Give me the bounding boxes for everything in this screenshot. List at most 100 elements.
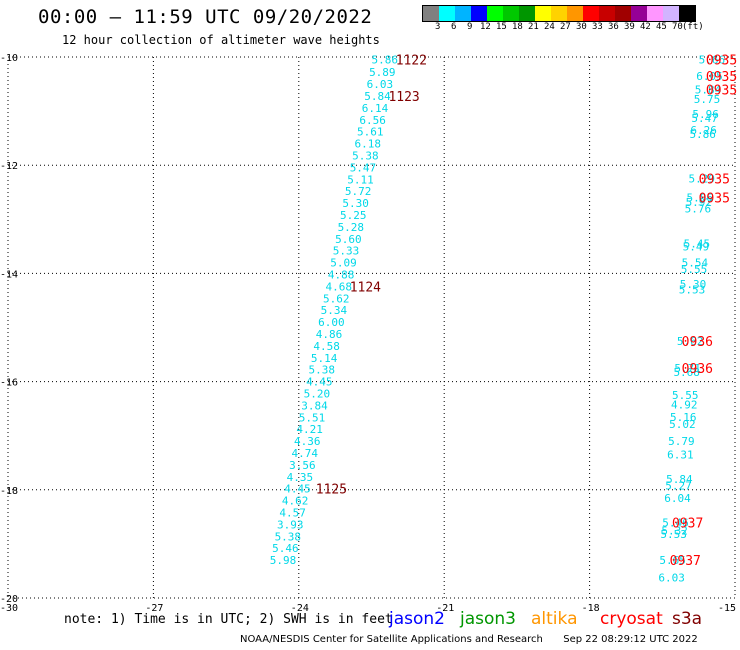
- wave-height-value: 4.45: [284, 483, 311, 496]
- wave-height-value: 6.03: [658, 571, 685, 584]
- wave-height-value: 5.29: [688, 173, 715, 186]
- wave-height-value: 6.04: [664, 492, 691, 505]
- units-note: note: 1) Time is in UTC; 2) SWH is in fe…: [64, 612, 393, 627]
- wave-height-value: 5.51: [299, 411, 326, 424]
- color-swatch: [423, 6, 439, 21]
- color-scale-label: 6: [451, 22, 457, 32]
- wave-height-value: 5.47: [691, 112, 718, 125]
- wave-height-value: 6.31: [667, 449, 694, 462]
- pass-time-label: 0935: [706, 83, 737, 98]
- wave-height-value: 5.11: [347, 173, 374, 186]
- chart-subtitle: 12 hour collection of altimeter wave hei…: [62, 33, 380, 47]
- color-scale-label: 39: [624, 22, 635, 32]
- wave-height-value: 5.55: [672, 389, 699, 402]
- wave-height-value: 5.89: [369, 66, 396, 79]
- color-swatch: [679, 6, 695, 21]
- wave-height-value: 4.35: [287, 471, 314, 484]
- color-swatch: [647, 6, 663, 21]
- wave-height-value: 4.21: [296, 423, 323, 436]
- wave-height-value: 5.61: [357, 126, 384, 139]
- wave-height-value: 5.60: [335, 233, 362, 246]
- wave-height-value: 5.86: [687, 192, 714, 205]
- wave-height-value: 5.86: [372, 54, 399, 67]
- wave-height-value: 5.96: [692, 108, 719, 121]
- y-tick-label: -14: [0, 269, 18, 280]
- color-scale-label: 24: [544, 22, 555, 32]
- wave-height-value: 5.54: [682, 257, 709, 270]
- color-scale-label: 42: [640, 22, 651, 32]
- wave-height-value: 5.09: [330, 257, 357, 270]
- wave-height-value: 5.86: [689, 128, 716, 141]
- pass-time-label: 1123: [388, 90, 419, 105]
- chart-title: 00:00 – 11:59 UTC 09/20/2022: [38, 6, 373, 28]
- wave-height-value: 5.49: [683, 240, 710, 253]
- wave-height-value: 5.47: [350, 161, 377, 174]
- wave-height-value: 3.93: [277, 518, 304, 531]
- wave-height-value: 5.76: [685, 202, 712, 215]
- color-swatch: [583, 6, 599, 21]
- wave-height-value: 4.86: [316, 328, 343, 341]
- color-swatch: [567, 6, 583, 21]
- wave-height-value: 4.62: [282, 495, 309, 508]
- wave-height-value: 5.62: [677, 335, 704, 348]
- wave-height-value: 5.55: [681, 263, 708, 276]
- wave-height-value: 4.45: [306, 376, 333, 389]
- color-scale-label: (ft): [682, 22, 704, 32]
- wave-height-color-scale: [422, 5, 696, 22]
- color-scale-label: 3: [435, 22, 441, 32]
- wave-height-value: 3.84: [301, 399, 328, 412]
- color-swatch: [599, 6, 615, 21]
- wave-height-value: 5.62: [323, 292, 350, 305]
- wave-height-value: 5.46: [662, 516, 689, 529]
- wave-height-value: 6.05: [696, 70, 723, 83]
- x-tick-label: -21: [436, 603, 454, 614]
- pass-time-label: 0936: [682, 335, 713, 350]
- color-swatch: [519, 6, 535, 21]
- wave-height-value: 5.53: [660, 528, 687, 541]
- wave-height-value: 5.68: [673, 366, 700, 379]
- footer-credit: NOAA/NESDIS Center for Satellite Applica…: [240, 634, 698, 645]
- color-scale-label: 30: [576, 22, 587, 32]
- wave-height-value: 5.92: [686, 196, 713, 209]
- color-swatch: [631, 6, 647, 21]
- color-swatch: [551, 6, 567, 21]
- wave-height-value: 5.84: [695, 83, 722, 96]
- wave-height-value: 5.45: [684, 238, 711, 251]
- color-swatch: [663, 6, 679, 21]
- pass-time-label: 0935: [706, 54, 737, 69]
- wave-height-value: 5.30: [342, 197, 369, 210]
- wave-height-value: 5.71: [674, 362, 701, 375]
- legend-item-s3a: s3a: [672, 609, 703, 629]
- color-scale-label: 27: [560, 22, 571, 32]
- color-scale-label: 12: [480, 22, 491, 32]
- wave-height-value: 5.16: [670, 411, 697, 424]
- wave-height-value: 5.84: [364, 90, 391, 103]
- color-swatch: [615, 6, 631, 21]
- pass-time-label: 0935: [706, 70, 737, 85]
- pass-time-label: 1122: [396, 54, 427, 69]
- wave-height-value: 5.66: [699, 54, 726, 67]
- color-swatch: [535, 6, 551, 21]
- pass-time-label: 0937: [670, 554, 701, 569]
- color-scale-label: 21: [528, 22, 539, 32]
- wave-height-value: 5.02: [669, 418, 696, 431]
- legend-item-cryosat: cryosat: [600, 609, 663, 629]
- wave-height-value: 3.56: [289, 459, 316, 472]
- color-scale-label: 45: [656, 22, 667, 32]
- color-swatch: [439, 6, 455, 21]
- wave-height-value: 5.38: [352, 149, 379, 162]
- wave-height-value: 6.18: [355, 138, 382, 151]
- y-tick-label: -12: [0, 161, 18, 172]
- color-scale-label: 9: [467, 22, 473, 32]
- wave-height-value: 5.33: [333, 245, 360, 258]
- wave-height-value: 5.65: [659, 554, 686, 567]
- wave-height-value: 5.32: [661, 524, 688, 537]
- wave-height-value: 5.25: [340, 209, 367, 222]
- wave-height-value: 5.14: [311, 352, 338, 365]
- wave-height-value: 6.26: [690, 124, 717, 137]
- wave-height-value: 4.68: [325, 280, 352, 293]
- wave-height-value: 4.58: [313, 340, 340, 353]
- wave-height-value: 5.30: [680, 278, 707, 291]
